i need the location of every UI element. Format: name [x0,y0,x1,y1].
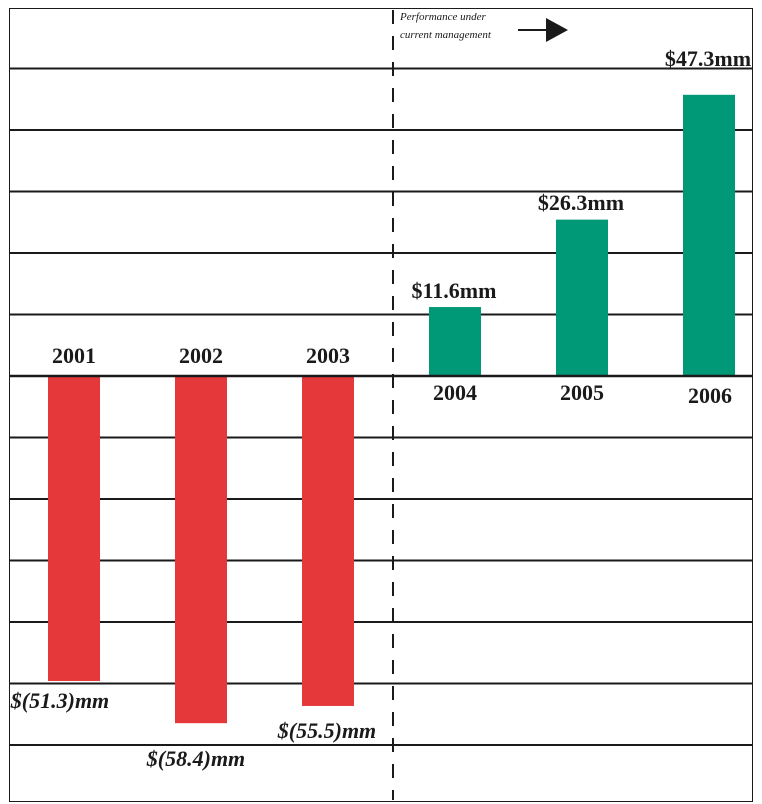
bar-2001 [48,376,100,681]
category-label-2001: 2001 [52,343,96,368]
value-label-2004: $11.6mm [412,278,497,303]
value-label-2006: $47.3mm [665,46,751,71]
chart-frame [9,8,753,802]
category-label-2006: 2006 [688,383,732,408]
gridlines [10,67,752,746]
value-label-2003: $(55.5)mm [277,718,376,743]
bar-2005 [556,219,608,376]
value-label-2001: $(51.3)mm [10,688,109,713]
annotation-line-1: Performance under [399,11,487,23]
category-label-2002: 2002 [179,343,223,368]
category-label-2003: 2003 [306,343,350,368]
bar-2006 [683,94,735,376]
labels: 2001 2002 2003 2004 2005 2006 $(51.3)mm $(58.4)… [10,46,751,771]
bar-2004 [429,307,481,376]
value-label-2005: $26.3mm [538,190,624,215]
bar-2002 [175,376,227,724]
arrow-icon [518,18,568,42]
value-label-2002: $(58.4)mm [146,746,245,771]
category-label-2004: 2004 [433,380,477,405]
annotation-line-2: current management [400,29,492,41]
bars [48,94,735,724]
bar-2003 [302,376,354,706]
category-label-2005: 2005 [560,380,604,405]
